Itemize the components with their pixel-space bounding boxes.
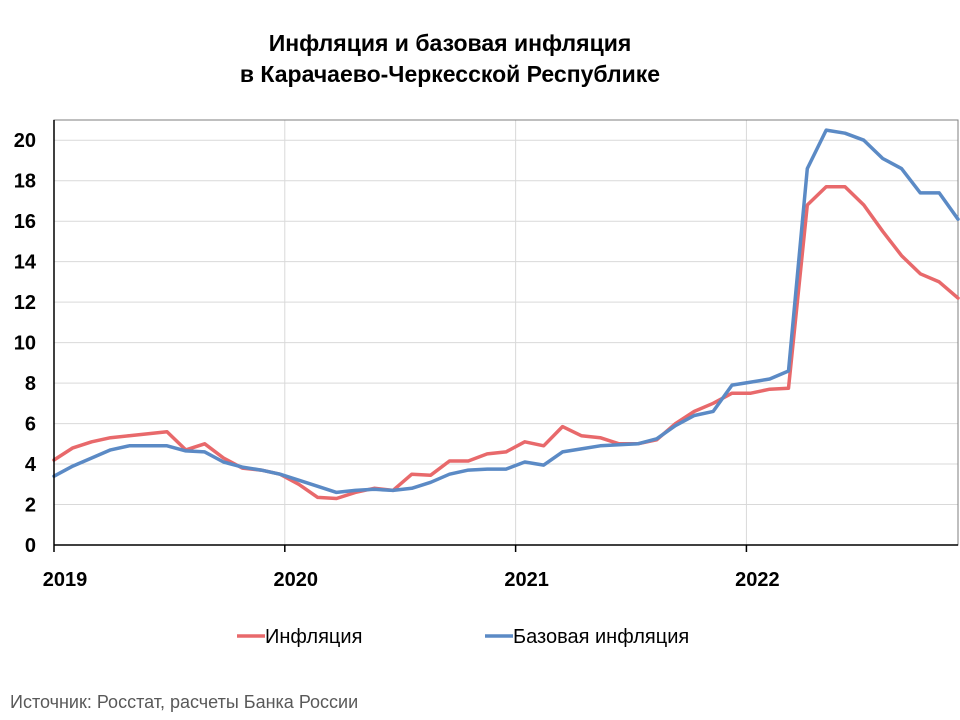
y-tick-label-6: 6	[25, 414, 36, 436]
y-tick-label-12: 12	[14, 292, 36, 314]
x-tick-label-2022: 2022	[735, 569, 780, 591]
axes: 0 2 4 6 8 10 12 14 16 18 20 2019 2020 2021 2022	[14, 120, 958, 591]
x-tick-label-2019: 2019	[43, 569, 88, 591]
chart-title-line-1: Инфляция и базовая инфляция	[268, 30, 632, 56]
series-layer	[52, 128, 960, 501]
x-tick-label-2021: 2021	[504, 569, 549, 591]
y-tick-label-4: 4	[25, 454, 37, 476]
y-tick-label-20: 20	[14, 130, 36, 152]
x-tick-label-2020: 2020	[274, 569, 319, 591]
y-tick-label-0: 0	[25, 535, 36, 557]
source-note: Источник: Росстат, расчеты Банка России	[10, 692, 359, 712]
grid-lines	[53, 120, 958, 546]
y-tick-label-2: 2	[25, 495, 36, 517]
line-chart: 0 2 4 6 8 10 12 14 16 18 20 2019 2020 2021 2022 Инфляц…	[14, 119, 960, 648]
chart-title-line-2: в Карачаево-Черкесской Республике	[239, 61, 661, 87]
chart-title: Инфляция и базовая инфляция в Карачаево-…	[0, 28, 900, 90]
y-tick-label-14: 14	[14, 252, 37, 274]
y-tick-label-10: 10	[14, 333, 36, 355]
series-line-2	[52, 128, 960, 495]
y-tick-label-8: 8	[25, 373, 36, 395]
legend-label-1: Инфляция	[265, 626, 362, 648]
legend-label-2: Базовая инфляция	[513, 626, 689, 648]
y-tick-label-18: 18	[14, 171, 36, 193]
legend: Инфляция Базовая инфляция	[237, 626, 689, 648]
y-tick-label-16: 16	[14, 211, 36, 233]
plot-area-frame	[53, 119, 959, 546]
series-line-1	[52, 185, 960, 501]
